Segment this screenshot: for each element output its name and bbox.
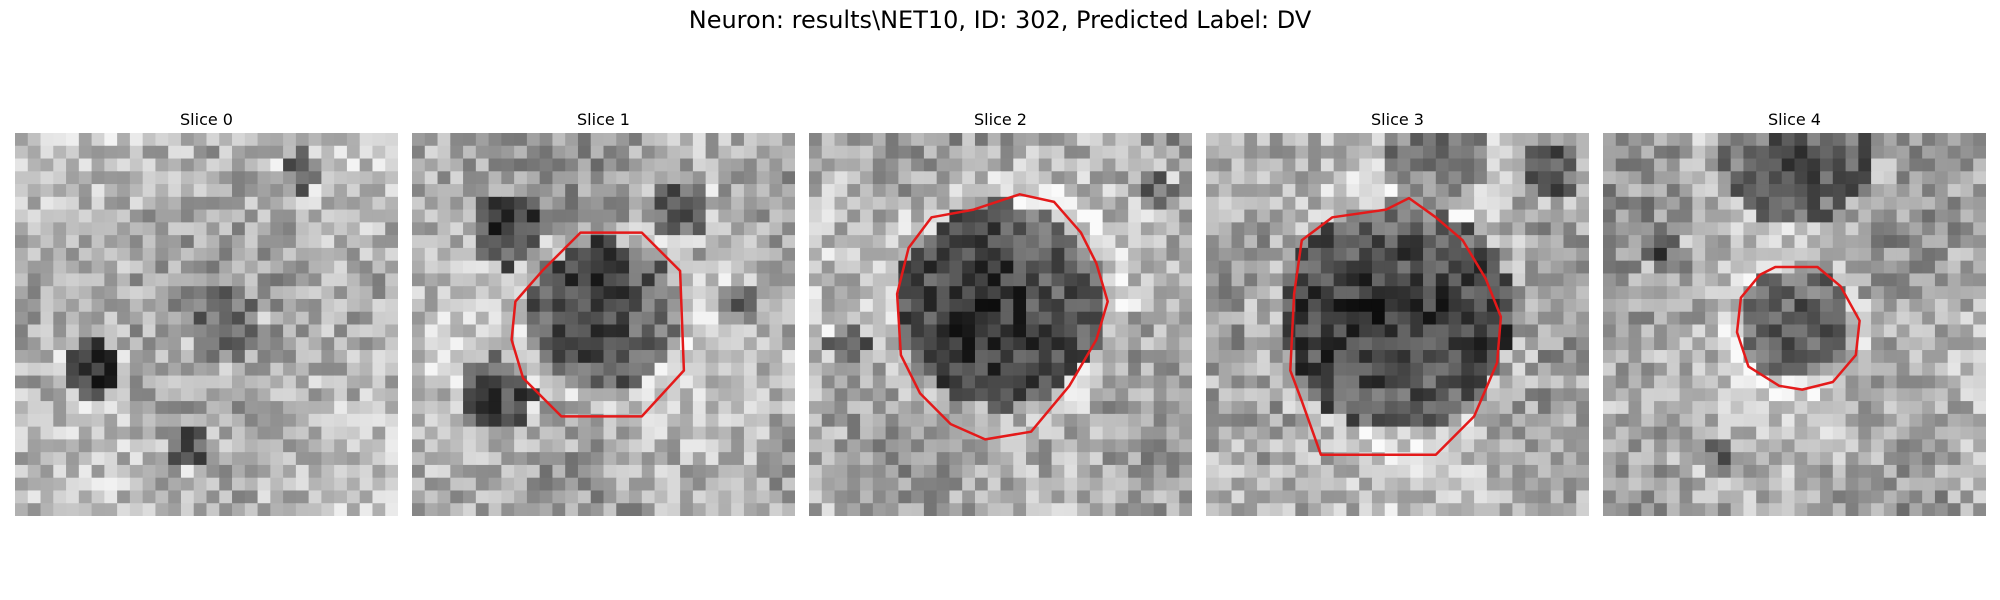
slice-image bbox=[412, 133, 795, 516]
slice-panel-4: Slice 4 bbox=[1603, 110, 1986, 516]
slice-title: Slice 2 bbox=[974, 110, 1027, 129]
slice-image bbox=[809, 133, 1192, 516]
cell-contour bbox=[1289, 196, 1503, 456]
slice-panel-0: Slice 0 bbox=[15, 110, 398, 516]
slice-panel-3: Slice 3 bbox=[1206, 110, 1589, 516]
figure-title: Neuron: results\NET10, ID: 302, Predicte… bbox=[688, 6, 1312, 34]
slice-title: Slice 1 bbox=[577, 110, 630, 129]
slice-image bbox=[1206, 133, 1589, 516]
cell-contour bbox=[895, 193, 1109, 441]
cell-contour bbox=[1735, 265, 1861, 391]
slice-image bbox=[15, 133, 398, 516]
slice-title: Slice 3 bbox=[1371, 110, 1424, 129]
slice-panel-2: Slice 2 bbox=[809, 110, 1192, 516]
slice-panel-1: Slice 1 bbox=[412, 110, 795, 516]
slice-title: Slice 4 bbox=[1768, 110, 1821, 129]
slice-title: Slice 0 bbox=[180, 110, 233, 129]
cell-contour bbox=[510, 231, 686, 418]
slice-image bbox=[1603, 133, 1986, 516]
